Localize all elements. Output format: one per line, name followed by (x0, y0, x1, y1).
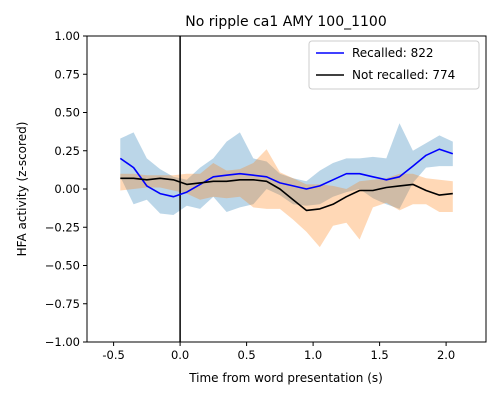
band-recalled (120, 123, 453, 215)
line-recalled (119, 148, 454, 198)
confidence-bands (120, 123, 453, 248)
series-lines (119, 148, 454, 212)
y-tick-label: −0.25 (45, 220, 80, 234)
x-axis-label: Time from word presentation (s) (188, 371, 383, 385)
x-tick-label: 0.0 (171, 348, 189, 362)
y-axis-label: HFA activity (z-scored) (15, 122, 29, 257)
y-tick-label: −0.75 (45, 297, 80, 311)
y-tick-label: 1.00 (54, 29, 80, 43)
line-not-recalled (120, 177, 453, 212)
chart-title: No ripple ca1 AMY 100_1100 (185, 14, 387, 30)
x-tick-label: 0.5 (237, 348, 255, 362)
x-tick-label: 1.5 (370, 348, 388, 362)
y-tick-label: 0.25 (54, 144, 80, 158)
x-ticks: -0.5 0.0 0.5 1.0 1.5 2.0 (102, 342, 455, 362)
y-tick-label: −1.00 (45, 335, 80, 349)
legend-box (308, 40, 480, 90)
y-tick-label: 0.50 (54, 106, 80, 120)
band-not-recalled (120, 149, 453, 248)
x-tick-label: 2.0 (437, 348, 455, 362)
x-tick-label: -0.5 (102, 348, 124, 362)
y-tick-label: −0.50 (45, 259, 80, 273)
y-tick-label: 0.00 (54, 182, 80, 196)
legend: Recalled: 822 Not recalled: 774 (308, 40, 480, 90)
y-tick-label: 0.75 (54, 67, 80, 81)
y-ticks: −1.00 −0.75 −0.50 −0.25 0.00 0.25 0.50 0.75 1.00 (45, 29, 87, 349)
legend-label-recalled: Recalled: 822 (352, 46, 434, 60)
legend-label-not-recalled: Not recalled: 774 (352, 68, 455, 82)
x-tick-label: 1.0 (304, 348, 322, 362)
